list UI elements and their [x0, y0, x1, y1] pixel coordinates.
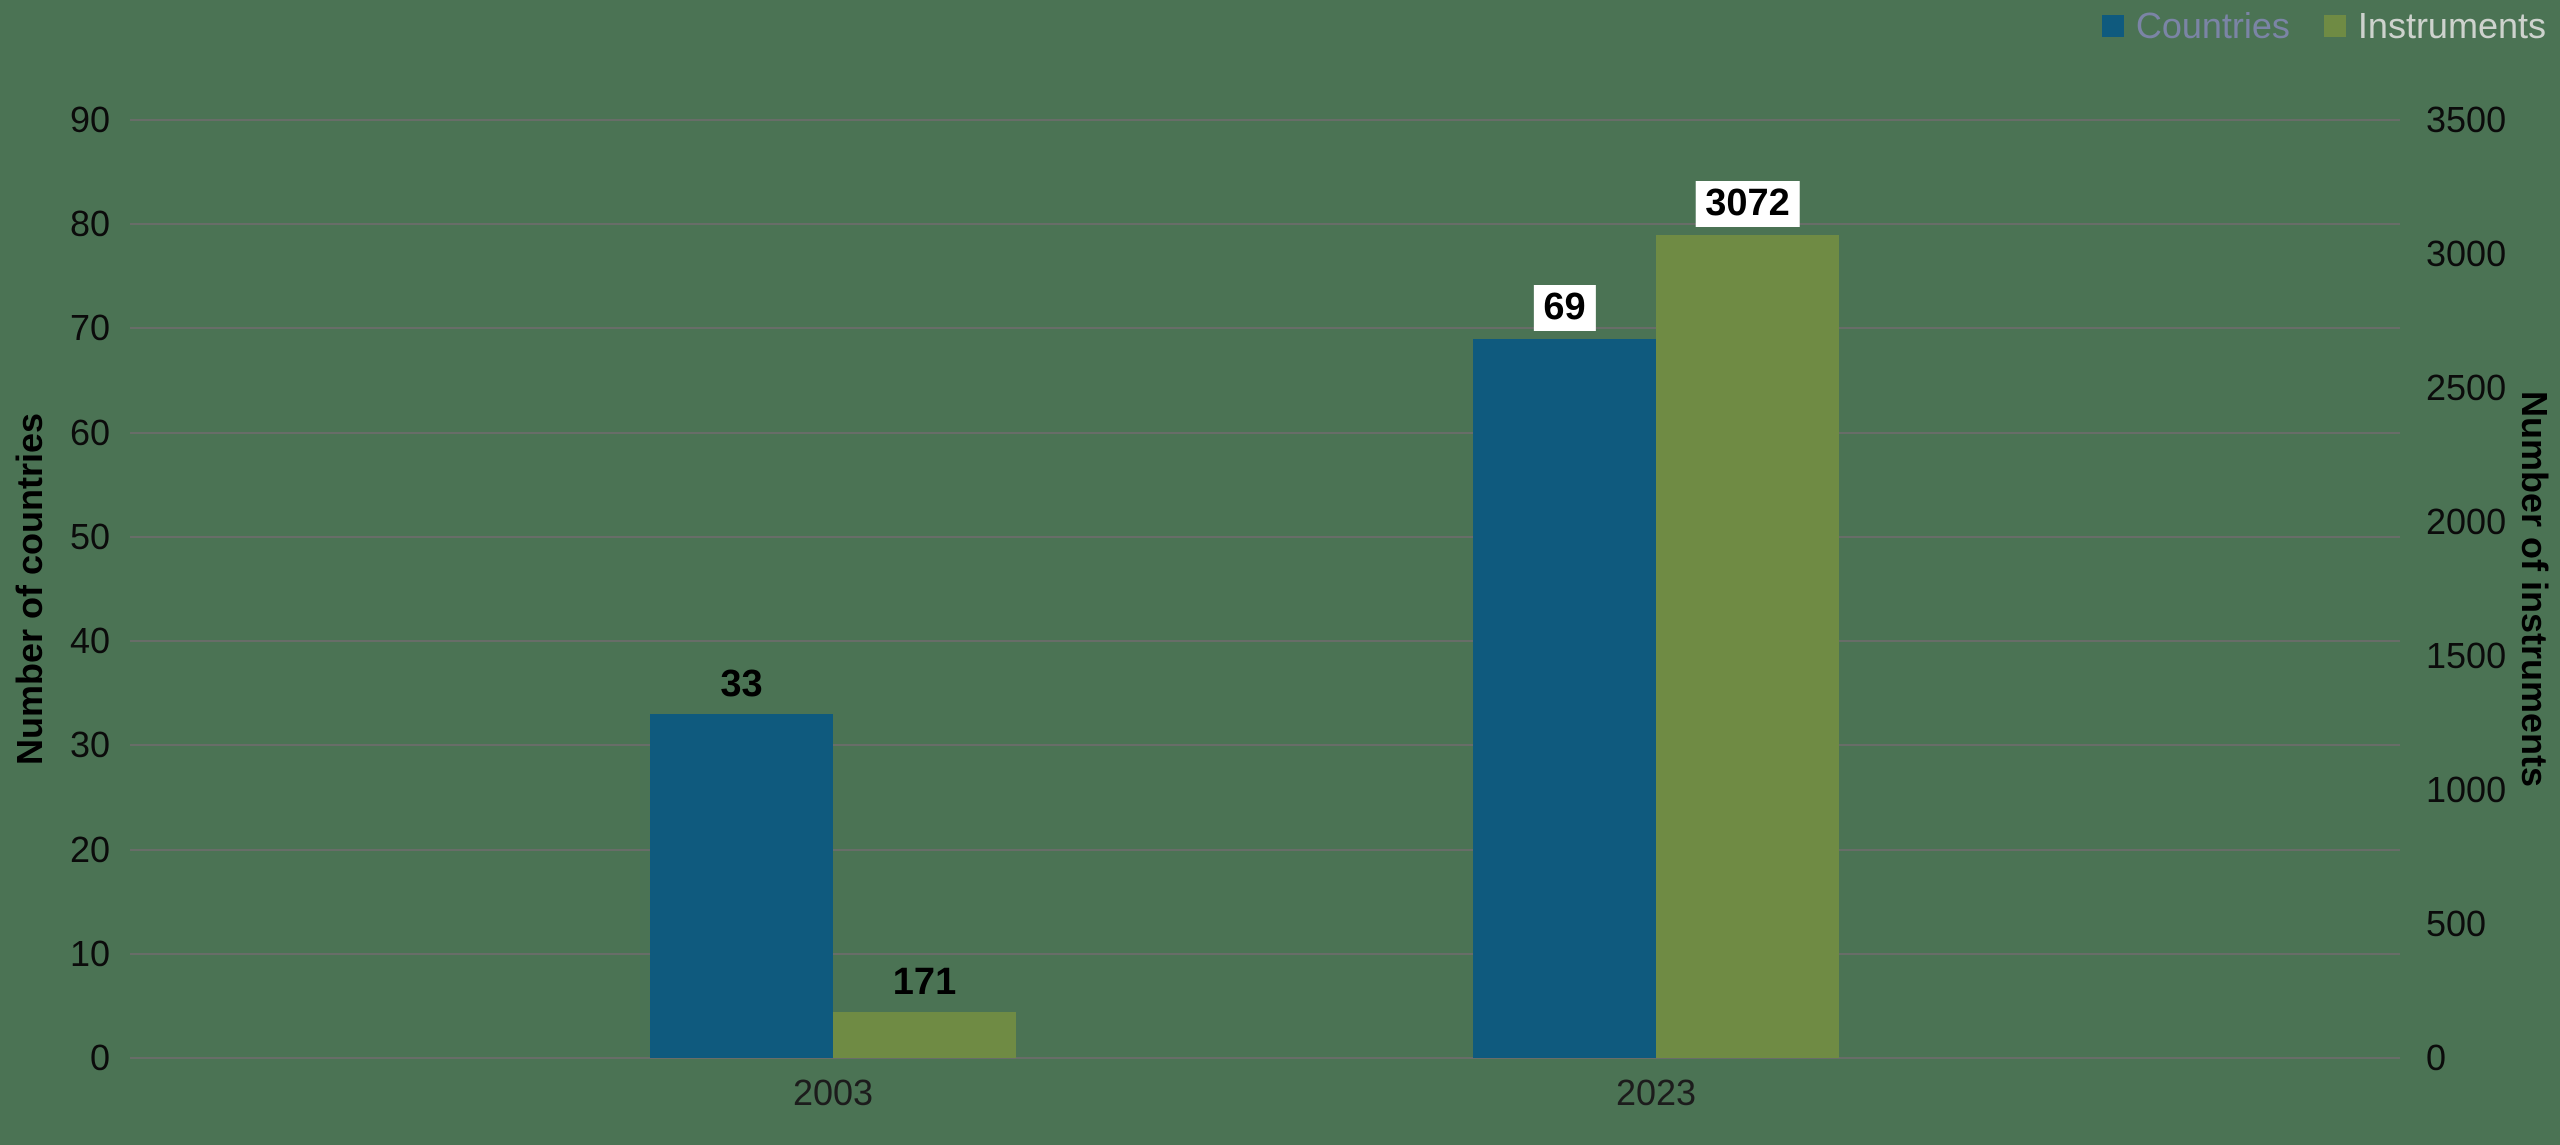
bar-countries-2023[interactable] — [1473, 338, 1656, 1058]
left-axis-tick: 90 — [69, 99, 110, 140]
right-axis-tick: 2500 — [2426, 367, 2507, 408]
left-axis-tick: 10 — [69, 932, 110, 974]
bar-instruments-2023[interactable] — [1656, 234, 1839, 1058]
right-axis-tick: 2000 — [2426, 501, 2507, 542]
gridline — [130, 1057, 2400, 1059]
gridline — [130, 640, 2400, 643]
legend-item-instruments[interactable]: Instruments — [2323, 5, 2546, 46]
left-axis-tick: 50 — [69, 515, 110, 557]
gridline — [130, 952, 2400, 955]
instruments-swatch-icon — [2323, 15, 2346, 37]
bar-countries-2003[interactable] — [650, 714, 833, 1058]
data-label-countries-2003: 33 — [720, 663, 763, 706]
countries-swatch-icon — [2101, 15, 2124, 37]
bar-instruments-2003[interactable] — [833, 1012, 1016, 1058]
data-label-instruments-2023: 3072 — [1695, 180, 1800, 227]
legend: Countries Instruments — [2101, 5, 2546, 46]
category-label-2003: 2003 — [792, 1072, 874, 1113]
gridline — [130, 535, 2400, 538]
right-axis-tick: 0 — [2426, 1037, 2447, 1078]
legend-label-instruments: Instruments — [2357, 5, 2546, 46]
data-label-countries-2023: 69 — [1533, 285, 1596, 331]
right-axis-tick: 1000 — [2426, 769, 2507, 810]
left-axis-tick: 30 — [69, 724, 110, 766]
category-label-2023: 2023 — [1615, 1072, 1697, 1113]
left-axis-title: Number of countries — [9, 412, 50, 766]
left-axis-tick: 0 — [89, 1037, 110, 1078]
left-axis-tick: 20 — [69, 828, 110, 870]
right-axis-tick: 3000 — [2426, 233, 2507, 274]
gridline — [130, 119, 2400, 121]
gridline — [130, 327, 2400, 330]
right-axis-tick: 3500 — [2426, 99, 2507, 140]
gridline — [130, 848, 2400, 851]
gridline — [130, 431, 2400, 434]
left-axis-tick: 40 — [69, 620, 110, 662]
data-label-instruments-2003: 171 — [892, 961, 957, 1004]
legend-label-countries: Countries — [2135, 5, 2290, 46]
legend-item-countries[interactable]: Countries — [2101, 5, 2290, 46]
left-axis-tick: 80 — [69, 203, 110, 245]
left-axis-tick: 70 — [69, 307, 110, 349]
right-axis-title: Number of instruments — [2514, 390, 2555, 788]
right-axis-tick: 500 — [2426, 903, 2487, 944]
gridline — [130, 744, 2400, 747]
left-axis-tick: 60 — [69, 411, 110, 453]
plot-area: 0 10 20 30 40 50 60 70 80 90 0 500 1000 1500 2000 2500 3… — [70, 99, 2506, 1113]
gridline — [130, 223, 2400, 226]
right-axis-tick: 1500 — [2426, 635, 2507, 676]
